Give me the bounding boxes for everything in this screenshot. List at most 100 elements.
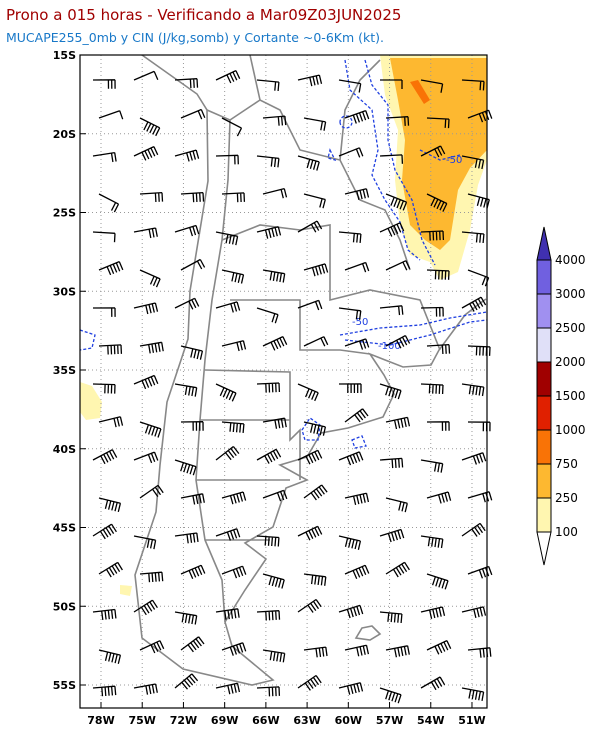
wind-barb: [92, 449, 118, 465]
colorbar-low-arrow: [536, 531, 552, 566]
colorbar-box: [536, 429, 552, 465]
wind-barb: [180, 108, 206, 120]
colorbar-box: [536, 259, 552, 295]
wind-barb: [139, 269, 161, 288]
wind-barb: [426, 640, 452, 655]
colorbar-box: [536, 327, 552, 363]
colorbar-high-arrow: [536, 226, 552, 261]
wind-barb: [344, 261, 370, 273]
wind-barb: [297, 220, 323, 233]
colorbar-box: [536, 497, 552, 533]
wind-barb: [303, 117, 327, 131]
wind-barb: [256, 79, 280, 92]
wind-barb: [338, 79, 362, 93]
wind-barb: [262, 336, 288, 351]
lat-label: 40S: [53, 443, 76, 456]
wind-barb: [461, 231, 485, 244]
wind-barb: [338, 231, 362, 243]
wind-barb: [461, 383, 485, 397]
wind-barb: [174, 532, 199, 544]
wind-barb: [303, 484, 328, 501]
wind-barb: [133, 599, 158, 616]
wind-barb: [461, 606, 487, 619]
wind-barb: [215, 608, 240, 620]
wind-barb: [180, 636, 205, 653]
wind-barb: [303, 193, 326, 209]
contour-label: -100: [378, 341, 401, 352]
wind-barb: [420, 79, 444, 93]
colorbar-label: 100: [555, 525, 578, 539]
wind-barb: [92, 685, 117, 697]
wind-barb: [98, 416, 124, 428]
wind-barb: [379, 383, 402, 400]
wind-barb: [303, 646, 328, 658]
wind-barb: [221, 192, 246, 203]
wind-barb: [262, 573, 285, 589]
wind-barb: [139, 484, 164, 499]
wind-barb: [256, 686, 281, 697]
wind-barb: [344, 492, 370, 506]
lon-label: 75W: [128, 714, 155, 727]
wind-barb: [139, 640, 165, 654]
colorbar-label: 3000: [555, 287, 586, 301]
wind-barb: [262, 649, 286, 663]
wind-barb: [344, 188, 370, 201]
wind-barb: [385, 116, 410, 126]
wind-barb: [215, 445, 240, 461]
wind-barb: [262, 489, 288, 502]
wind-barb: [385, 193, 408, 211]
lon-label: 66W: [252, 714, 279, 727]
wind-barb: [98, 561, 123, 578]
wind-barb: [133, 227, 158, 239]
wind-barb: [174, 297, 200, 310]
colorbar-label: 1000: [555, 423, 586, 437]
wind-barb: [338, 535, 362, 550]
wind-barb: [379, 222, 405, 237]
wind-barb: [221, 491, 247, 505]
wind-barb: [139, 341, 164, 354]
lat-label: 50S: [53, 600, 76, 613]
wind-barb: [92, 307, 116, 317]
lon-label: 60W: [335, 714, 362, 727]
wind-barb: [303, 573, 327, 586]
wind-barb: [98, 497, 122, 513]
wind-barb: [303, 263, 329, 277]
wind-barb: [467, 269, 490, 287]
wind-barb: [338, 307, 362, 320]
grid: [80, 54, 487, 708]
wind-barb: [92, 231, 116, 243]
wind-barb: [215, 70, 241, 84]
wind-barbs: [92, 70, 493, 704]
lon-label: 57W: [376, 714, 403, 727]
wind-barb: [133, 683, 158, 695]
wind-barb: [133, 535, 157, 550]
wind-barb: [344, 338, 370, 350]
wind-barb: [180, 493, 205, 505]
lat-label: 20S: [53, 128, 76, 141]
wind-barb: [215, 301, 241, 313]
wind-barb: [379, 687, 402, 704]
map-title: Prono a 015 horas - Verificando a Mar09Z…: [6, 6, 401, 24]
wind-barb: [426, 491, 452, 504]
wind-barb: [379, 457, 404, 469]
wind-barb: [297, 383, 319, 402]
wind-barb: [461, 522, 486, 537]
wind-barb: [262, 269, 286, 283]
wind-barb: [139, 571, 164, 583]
wind-barb: [297, 598, 322, 613]
lat-label: 35S: [53, 364, 76, 377]
colorbar-box: [536, 395, 552, 431]
wind-barb: [174, 459, 197, 476]
wind-barb: [174, 673, 199, 690]
wind-barb: [420, 606, 446, 619]
colorbar-box: [536, 293, 552, 329]
wind-barb: [338, 383, 362, 393]
wind-barb: [467, 491, 493, 503]
wind-barb: [133, 70, 159, 81]
wind-barb: [215, 231, 239, 246]
lon-label: 72W: [170, 714, 197, 727]
wind-barb: [426, 421, 450, 431]
wind-barb: [221, 642, 247, 656]
